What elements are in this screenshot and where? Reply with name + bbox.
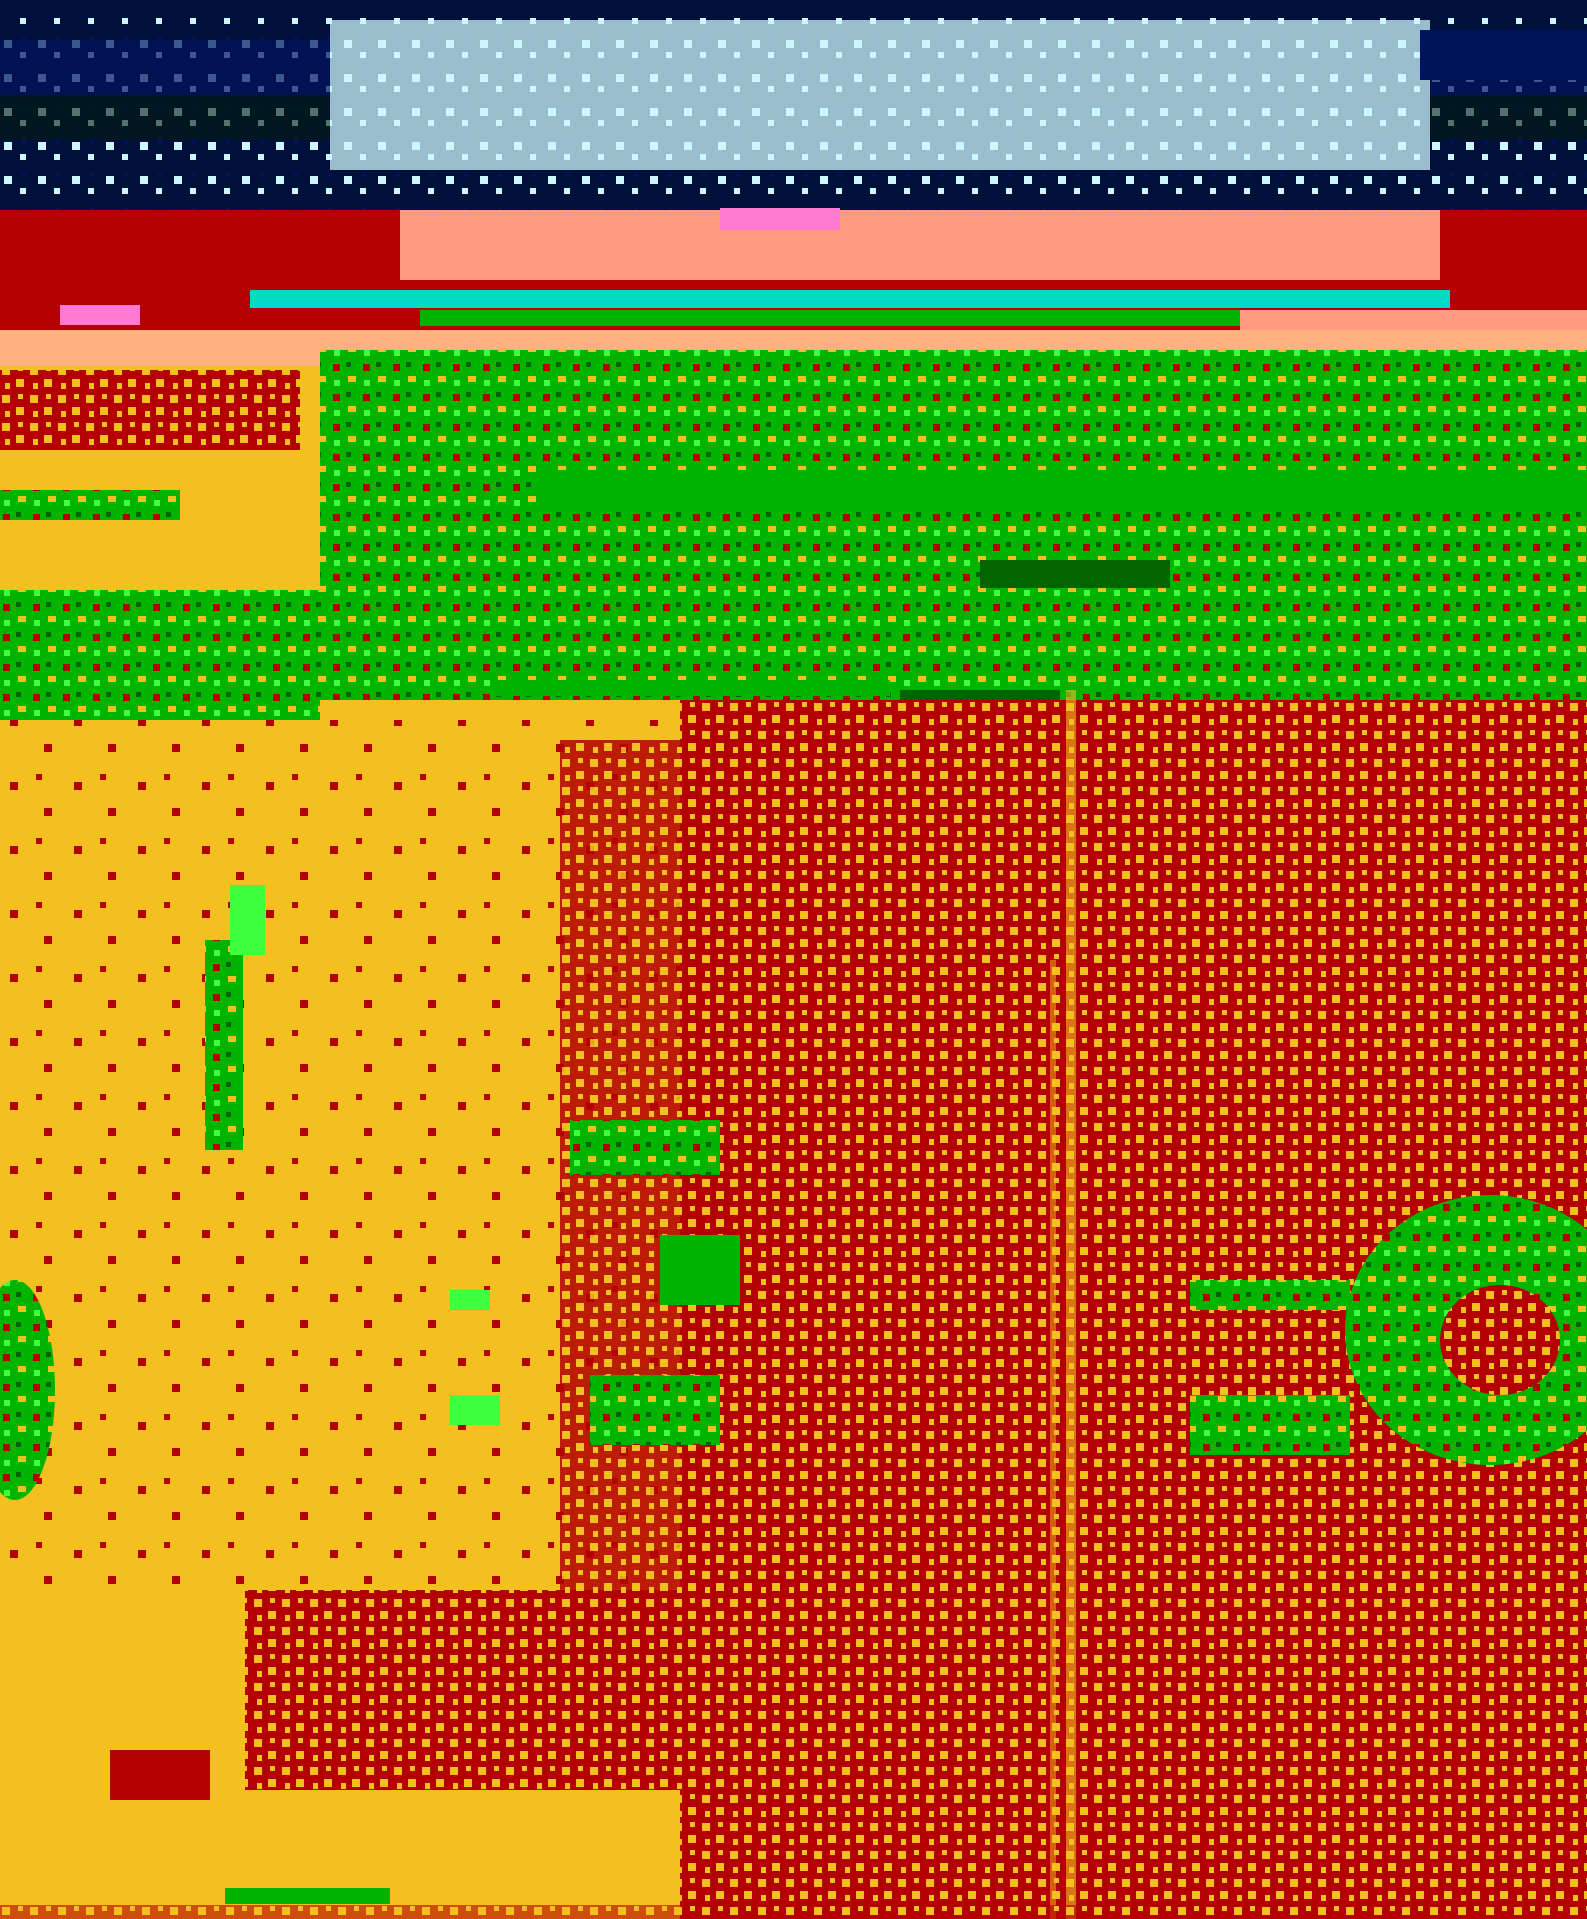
- glitch-image: [0, 0, 1587, 1919]
- posterized-photo: [0, 0, 1587, 1919]
